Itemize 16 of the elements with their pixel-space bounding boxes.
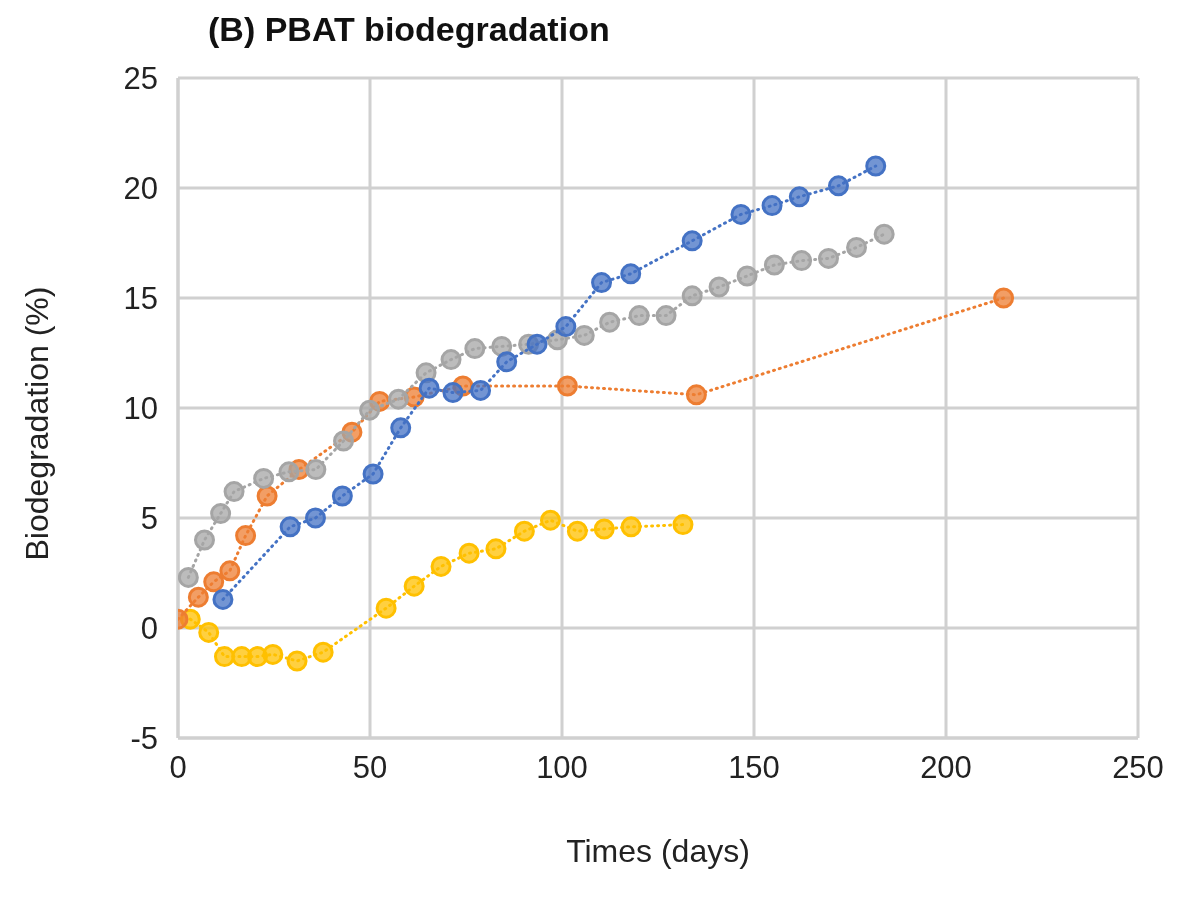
chart-title: (B) PBAT biodegradation: [208, 10, 610, 49]
y-tick-label: 10: [123, 391, 158, 427]
x-tick-label: 0: [169, 750, 187, 786]
y-tick-label: 15: [123, 281, 158, 317]
x-tick-label: 100: [536, 750, 588, 786]
x-axis-title: Times (days): [565, 833, 751, 870]
x-tick-label: 200: [920, 750, 972, 786]
y-tick-label: -5: [130, 721, 158, 757]
y-tick-label: 0: [140, 611, 158, 647]
y-tick-label: 20: [123, 171, 158, 207]
y-tick-label: 25: [123, 61, 158, 97]
x-tick-label: 250: [1112, 750, 1164, 786]
x-tick-label: 50: [352, 750, 388, 786]
x-tick-label: 150: [728, 750, 780, 786]
y-tick-label: 5: [140, 501, 158, 537]
y-axis-title: Biodegradation (%): [19, 286, 57, 560]
